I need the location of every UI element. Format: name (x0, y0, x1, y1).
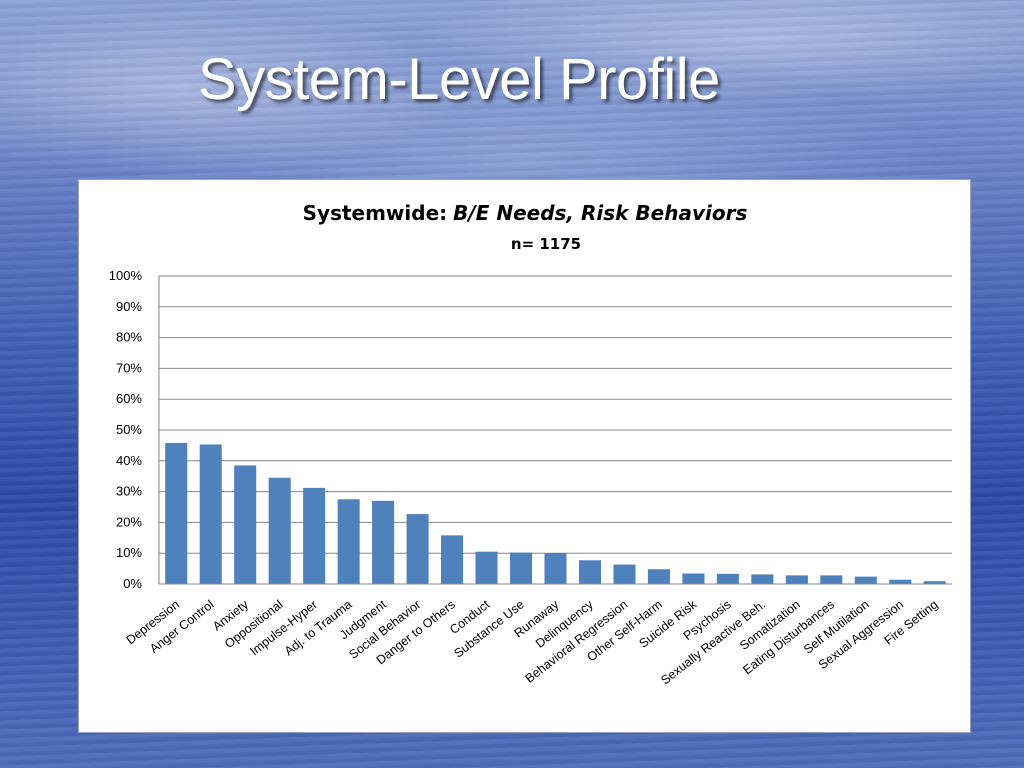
y-tick-label: 0% (123, 576, 142, 591)
chart-title-italic: B/E Needs, Risk Behaviors (453, 201, 747, 225)
bar-psychosis (716, 573, 739, 584)
y-tick-label: 10% (116, 545, 142, 560)
y-tick-label: 90% (116, 299, 142, 314)
y-tick-label: 100% (109, 268, 143, 283)
bar-anxiety (234, 465, 257, 584)
chart-title-main: Systemwide: (303, 201, 448, 225)
gridlines (159, 275, 952, 554)
bar-fire-setting (923, 581, 946, 584)
y-tick-label: 70% (116, 360, 142, 375)
y-tick-label: 20% (116, 514, 142, 529)
bar-depression (165, 442, 188, 584)
bar-eating-disturbances (820, 575, 843, 584)
bar-self-mutilation (854, 576, 877, 584)
bar-substance-use (509, 552, 533, 584)
bar-judgment (372, 500, 395, 584)
bar-danger-to-others (441, 535, 464, 584)
bar-runaway (544, 553, 567, 584)
bar-chart: Systemwide: B/E Needs, Risk Behaviors n= … (109, 201, 952, 688)
bar-adj-to-trauma (337, 499, 360, 584)
chart-panel: Systemwide: B/E Needs, Risk Behaviors n= … (78, 179, 971, 733)
bar-anger-control (199, 444, 222, 584)
y-tick-label: 60% (116, 391, 142, 406)
y-tick-label: 50% (116, 422, 142, 437)
bar-delinquency (578, 560, 602, 584)
chart-subtitle: n= 1175 (511, 235, 581, 253)
bars (165, 442, 946, 584)
y-tick-label: 80% (116, 330, 142, 345)
bar-behavioral-regression (613, 564, 636, 584)
bar-social-behavior (406, 514, 429, 584)
bar-somatization (785, 575, 808, 584)
bar-impulse-hyper (303, 487, 326, 584)
y-tick-label: 40% (116, 453, 142, 468)
slide-title: System-Level Profile (198, 47, 720, 112)
bar-suicide-risk (682, 573, 705, 584)
y-axis-ticks: 0% 10% 20% 30% 40% 50% 60% 70% 80% 90% 100% (109, 268, 143, 591)
bar-sexually-reactive-beh (751, 574, 774, 584)
chart-title: Systemwide: B/E Needs, Risk Behaviors (303, 201, 748, 225)
bar-conduct (475, 551, 498, 584)
bar-oppositional (268, 477, 291, 584)
bar-sexual-aggression (889, 579, 912, 584)
bar-other-self-harm (647, 569, 670, 584)
y-tick-label: 30% (116, 484, 142, 499)
